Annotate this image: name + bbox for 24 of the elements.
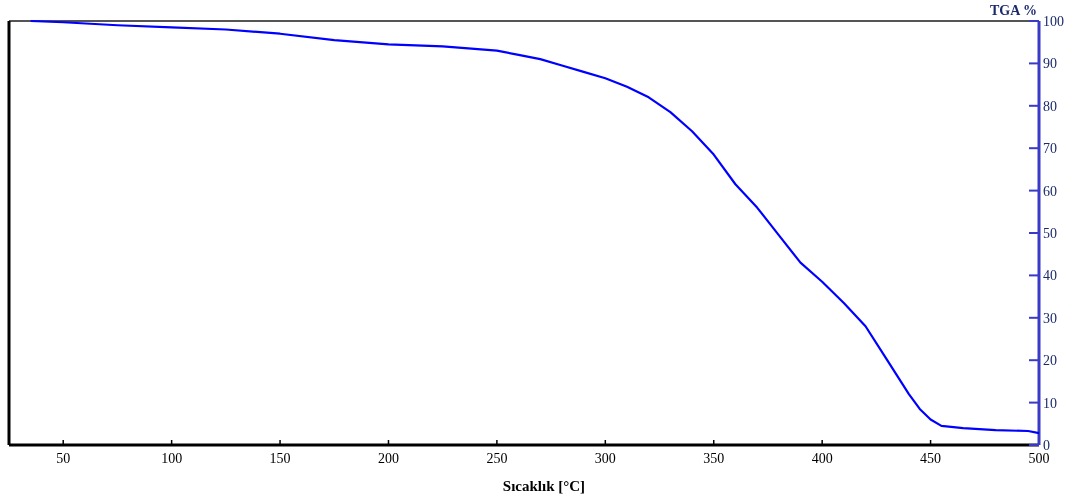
y-tick-label: 40 (1043, 268, 1057, 284)
y-tick-label: 60 (1043, 183, 1057, 199)
y-tick-label: 90 (1043, 56, 1057, 72)
x-tick-label: 450 (920, 451, 942, 466)
y-tick-label: 30 (1043, 310, 1057, 326)
x-tick-label: 200 (377, 451, 399, 466)
y-tick-label: 70 (1043, 141, 1057, 157)
x-axis-title: Sıcaklık [°C] (502, 478, 586, 494)
x-tick-label: 300 (594, 451, 616, 466)
y-tick-label: 20 (1043, 353, 1057, 369)
x-tick-label: 500 (1028, 451, 1050, 466)
x-tick-label: 50 (56, 451, 71, 466)
y-tick-label: 10 (1043, 395, 1057, 411)
y-axis-title: TGA % (989, 3, 1037, 18)
x-tick-label: 400 (811, 451, 833, 466)
y-tick-label: 0 (1043, 438, 1050, 453)
line-series (29, 19, 1041, 435)
y-tick-label: 50 (1043, 226, 1057, 241)
y-tick-label: 80 (1043, 98, 1057, 114)
x-tick-label: 250 (486, 451, 508, 466)
x-tick-label: 150 (269, 451, 291, 466)
x-tick-label: 350 (703, 451, 725, 466)
y-tick-label: 100 (1043, 14, 1064, 29)
x-tick-label: 100 (161, 451, 183, 466)
